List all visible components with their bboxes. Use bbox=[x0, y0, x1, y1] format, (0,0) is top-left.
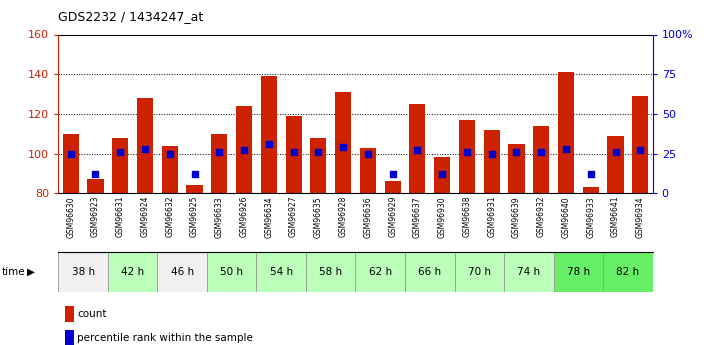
Point bbox=[313, 149, 324, 155]
Bar bbox=[632, 96, 648, 193]
Text: 46 h: 46 h bbox=[171, 267, 193, 277]
Bar bbox=[483, 130, 500, 193]
Text: 70 h: 70 h bbox=[468, 267, 491, 277]
Point bbox=[164, 151, 176, 156]
Text: 66 h: 66 h bbox=[418, 267, 442, 277]
Bar bbox=[207, 252, 257, 292]
Point bbox=[90, 171, 101, 177]
Text: 82 h: 82 h bbox=[616, 267, 639, 277]
Point bbox=[288, 149, 299, 155]
Bar bbox=[157, 252, 207, 292]
Text: GDS2232 / 1434247_at: GDS2232 / 1434247_at bbox=[58, 10, 203, 23]
Bar bbox=[504, 252, 554, 292]
Bar bbox=[554, 252, 603, 292]
Bar bbox=[211, 134, 228, 193]
Bar bbox=[310, 138, 326, 193]
Text: 42 h: 42 h bbox=[121, 267, 144, 277]
Bar bbox=[356, 252, 405, 292]
Text: 50 h: 50 h bbox=[220, 267, 243, 277]
Bar bbox=[459, 120, 475, 193]
Point bbox=[585, 171, 597, 177]
Point bbox=[189, 171, 201, 177]
Bar bbox=[454, 252, 504, 292]
Point bbox=[560, 146, 572, 151]
Point bbox=[437, 171, 448, 177]
Bar bbox=[558, 72, 574, 193]
Bar bbox=[405, 252, 454, 292]
Point bbox=[213, 149, 225, 155]
Bar bbox=[533, 126, 550, 193]
Point bbox=[114, 149, 126, 155]
Point bbox=[387, 171, 398, 177]
Point bbox=[461, 149, 473, 155]
Text: ▶: ▶ bbox=[27, 267, 35, 277]
Bar bbox=[286, 116, 301, 193]
Bar bbox=[161, 146, 178, 193]
Point bbox=[338, 145, 349, 150]
Text: count: count bbox=[77, 309, 107, 319]
Bar bbox=[112, 138, 128, 193]
Bar bbox=[63, 134, 79, 193]
Bar bbox=[603, 252, 653, 292]
Bar bbox=[236, 106, 252, 193]
Point bbox=[510, 149, 522, 155]
Point bbox=[139, 146, 151, 151]
Point bbox=[412, 148, 423, 153]
Bar bbox=[335, 92, 351, 193]
Point bbox=[362, 151, 373, 156]
Text: time: time bbox=[1, 267, 25, 277]
Bar bbox=[508, 144, 525, 193]
Point bbox=[535, 149, 547, 155]
Text: 54 h: 54 h bbox=[269, 267, 293, 277]
Bar bbox=[607, 136, 624, 193]
Point bbox=[238, 148, 250, 153]
Bar bbox=[261, 76, 277, 193]
Bar bbox=[257, 252, 306, 292]
Text: 78 h: 78 h bbox=[567, 267, 590, 277]
Text: percentile rank within the sample: percentile rank within the sample bbox=[77, 333, 253, 343]
Bar bbox=[410, 104, 425, 193]
Point bbox=[263, 141, 274, 147]
Text: 58 h: 58 h bbox=[319, 267, 342, 277]
Bar bbox=[108, 252, 157, 292]
Bar bbox=[137, 98, 153, 193]
Bar bbox=[186, 185, 203, 193]
Bar bbox=[306, 252, 356, 292]
Bar bbox=[434, 157, 450, 193]
Bar bbox=[58, 252, 108, 292]
Bar bbox=[385, 181, 401, 193]
Point bbox=[65, 151, 76, 156]
Text: 74 h: 74 h bbox=[518, 267, 540, 277]
Point bbox=[635, 148, 646, 153]
Text: 62 h: 62 h bbox=[369, 267, 392, 277]
Bar bbox=[583, 187, 599, 193]
Bar bbox=[87, 179, 104, 193]
Point bbox=[610, 149, 621, 155]
Point bbox=[486, 151, 498, 156]
Bar bbox=[360, 148, 376, 193]
Text: 38 h: 38 h bbox=[72, 267, 95, 277]
